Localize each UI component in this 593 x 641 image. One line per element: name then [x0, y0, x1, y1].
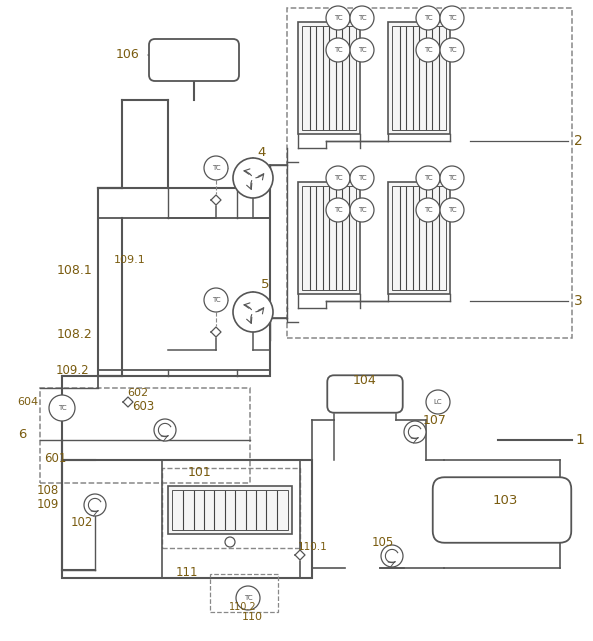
Circle shape	[326, 166, 350, 190]
FancyBboxPatch shape	[433, 478, 571, 543]
Circle shape	[350, 38, 374, 62]
Polygon shape	[295, 550, 305, 560]
Circle shape	[204, 288, 228, 312]
Circle shape	[350, 198, 374, 222]
Circle shape	[204, 156, 228, 180]
Text: 106: 106	[116, 49, 140, 62]
Bar	[388, 182, 450, 294]
Text: TC: TC	[334, 175, 342, 181]
Polygon shape	[211, 327, 221, 337]
Text: TC: TC	[423, 47, 432, 53]
Text: 601: 601	[44, 451, 66, 465]
Text: 108.2: 108.2	[57, 328, 93, 342]
Circle shape	[225, 537, 235, 547]
Text: 110: 110	[241, 612, 263, 622]
Bar	[40, 388, 250, 483]
Circle shape	[381, 545, 403, 567]
Text: TC: TC	[358, 207, 366, 213]
Text: TC: TC	[212, 297, 221, 303]
Bar	[302, 186, 356, 290]
Text: 105: 105	[372, 535, 394, 549]
Circle shape	[233, 292, 273, 332]
Circle shape	[440, 38, 464, 62]
Circle shape	[154, 419, 176, 441]
Text: 110.2: 110.2	[229, 602, 257, 612]
Bar	[168, 486, 292, 534]
Polygon shape	[211, 195, 221, 205]
Text: TC: TC	[423, 175, 432, 181]
Circle shape	[404, 421, 426, 443]
Circle shape	[440, 166, 464, 190]
Text: 4: 4	[258, 147, 266, 160]
Bar	[298, 182, 360, 294]
Text: 6: 6	[18, 428, 26, 442]
Text: TC: TC	[423, 15, 432, 21]
Text: 108.1: 108.1	[57, 263, 93, 276]
Text: 109: 109	[37, 499, 59, 512]
Circle shape	[426, 390, 450, 414]
Bar	[392, 26, 446, 130]
Text: 109.2: 109.2	[55, 363, 89, 376]
Text: TC: TC	[212, 165, 221, 171]
Text: TC: TC	[358, 47, 366, 53]
Circle shape	[236, 586, 260, 610]
Circle shape	[84, 494, 106, 516]
Bar	[287, 8, 572, 338]
Bar	[172, 490, 288, 530]
Bar	[210, 574, 278, 612]
Text: 604: 604	[17, 397, 39, 407]
Circle shape	[416, 166, 440, 190]
Bar	[298, 22, 360, 134]
Circle shape	[326, 38, 350, 62]
Text: TC: TC	[334, 47, 342, 53]
Text: TC: TC	[358, 175, 366, 181]
Bar	[302, 26, 356, 130]
Text: 2: 2	[573, 134, 582, 148]
Text: LC: LC	[433, 399, 442, 405]
Text: TC: TC	[448, 47, 456, 53]
Circle shape	[416, 198, 440, 222]
Text: 104: 104	[353, 374, 377, 387]
Text: 109.1: 109.1	[114, 255, 146, 265]
Circle shape	[440, 198, 464, 222]
Circle shape	[49, 395, 75, 421]
Text: 111: 111	[176, 565, 198, 578]
Circle shape	[326, 198, 350, 222]
Bar	[98, 188, 270, 376]
FancyBboxPatch shape	[149, 39, 239, 81]
Text: TC: TC	[58, 405, 66, 411]
Text: 602: 602	[127, 388, 149, 398]
Text: 102: 102	[71, 515, 93, 528]
Bar	[392, 186, 446, 290]
Circle shape	[233, 158, 273, 198]
Text: TC: TC	[334, 207, 342, 213]
Text: 5: 5	[261, 278, 269, 292]
Circle shape	[416, 38, 440, 62]
Text: TC: TC	[448, 15, 456, 21]
Text: 603: 603	[132, 401, 154, 413]
Circle shape	[440, 6, 464, 30]
Circle shape	[350, 166, 374, 190]
Bar	[162, 468, 300, 548]
Text: TC: TC	[423, 207, 432, 213]
Text: 108: 108	[37, 483, 59, 497]
FancyBboxPatch shape	[327, 375, 403, 413]
Text: TC: TC	[448, 175, 456, 181]
Text: 107: 107	[423, 413, 447, 426]
Text: 103: 103	[492, 494, 518, 506]
Bar	[62, 460, 312, 578]
Text: TC: TC	[358, 15, 366, 21]
Text: TC: TC	[334, 15, 342, 21]
Text: TC: TC	[244, 595, 252, 601]
Text: TC: TC	[448, 207, 456, 213]
Text: 1: 1	[576, 433, 585, 447]
Polygon shape	[123, 397, 133, 407]
Circle shape	[350, 6, 374, 30]
Text: 101: 101	[188, 465, 212, 478]
Bar	[388, 22, 450, 134]
Circle shape	[326, 6, 350, 30]
Text: 3: 3	[573, 294, 582, 308]
Circle shape	[416, 6, 440, 30]
Text: 110.1: 110.1	[298, 542, 328, 552]
